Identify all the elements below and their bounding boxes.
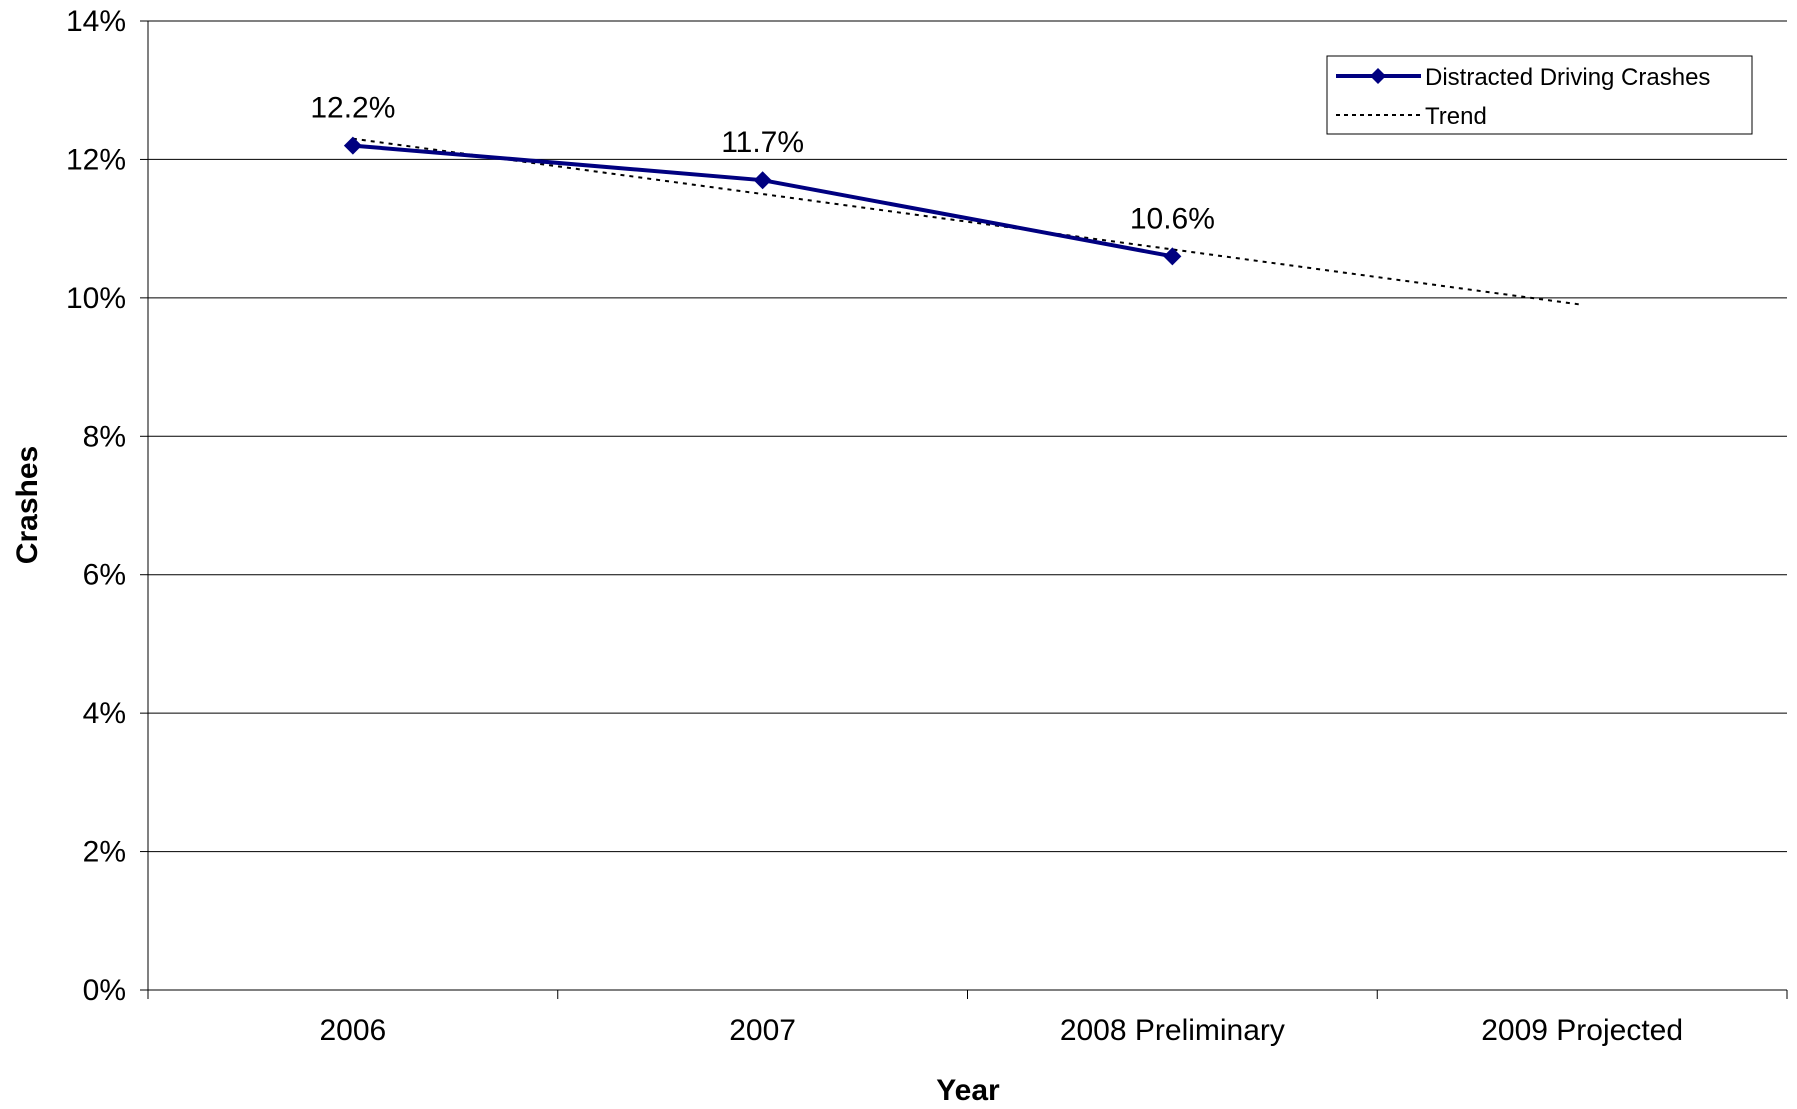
legend-label-trend: Trend [1425,103,1487,130]
y-tick-label: 6% [83,559,126,592]
x-tick-label: 2009 Projected [1481,1014,1683,1047]
y-tick-label: 4% [83,697,126,730]
x-tick-label: 2008 Preliminary [1060,1014,1285,1047]
y-tick-label: 10% [66,282,126,315]
x-tick-label: 2007 [729,1014,796,1047]
x-tick-label: 2006 [320,1014,387,1047]
y-tick-label: 8% [83,420,126,453]
series [343,136,1583,306]
y-tick-label: 0% [83,974,126,1007]
legend-box [1326,55,1753,135]
axes: 0% 2% 4% 6% 8% 10% 12% 14% 2006 2007 2008 Prelimin… [66,5,1788,1047]
y-tick-label: 14% [66,5,126,38]
gridlines [148,20,1787,853]
legend-label-distracted: Distracted Driving Crashes [1425,64,1710,91]
trend-line [352,137,1583,306]
legend: Distracted Driving Crashes Trend [1326,55,1753,135]
y-tick-label: 2% [83,836,126,869]
legend-marker-diamond [1370,68,1386,84]
y-axis-title: Crashes [11,446,44,564]
data-label: 12.2% [310,92,395,125]
data-label: 10.6% [1130,202,1215,235]
data-point-marker [753,171,772,190]
y-tick-label: 12% [66,143,126,176]
x-axis-title: Year [936,1074,1000,1107]
data-point-marker [343,136,362,155]
series-line-distracted [352,143,1173,259]
data-point-marker [1163,247,1182,266]
data-label: 11.7% [721,126,804,159]
data-labels: 12.2% 11.7% 10.6% [310,92,1215,236]
